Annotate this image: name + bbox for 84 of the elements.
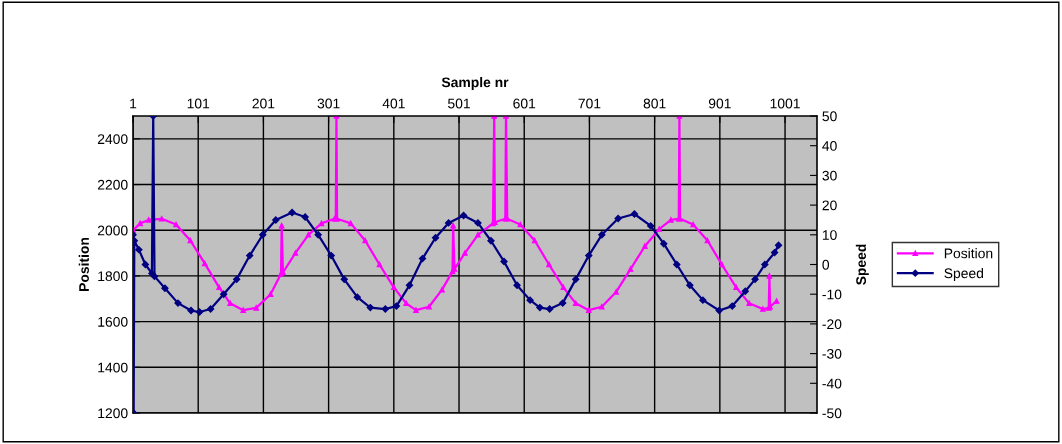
y-tick-label: 2400 bbox=[97, 134, 128, 145]
legend-label: Position bbox=[944, 248, 993, 259]
point bbox=[187, 306, 195, 315]
point bbox=[487, 237, 495, 245]
point bbox=[614, 214, 622, 223]
point bbox=[405, 281, 414, 289]
point bbox=[392, 302, 401, 310]
y2-tick-label: 30 bbox=[822, 170, 837, 181]
point bbox=[761, 260, 769, 269]
point bbox=[559, 299, 567, 307]
y2-tick-label: -40 bbox=[822, 378, 842, 389]
point bbox=[751, 275, 759, 283]
point bbox=[741, 287, 749, 295]
point bbox=[314, 231, 322, 239]
y2-tick-label: -30 bbox=[822, 348, 842, 359]
point bbox=[366, 303, 374, 312]
point bbox=[585, 251, 593, 260]
point bbox=[686, 281, 694, 289]
x-tick-label: 1 bbox=[130, 98, 137, 109]
x-tick-label: 901 bbox=[708, 98, 731, 109]
point bbox=[233, 275, 241, 283]
point bbox=[141, 260, 150, 269]
y2-tick-label: -20 bbox=[822, 319, 842, 330]
point bbox=[513, 281, 521, 289]
x-tick-label: 701 bbox=[578, 98, 601, 109]
y-tick-label: 1400 bbox=[98, 362, 128, 373]
x-tick-label: 101 bbox=[187, 98, 210, 109]
point bbox=[327, 251, 335, 260]
point bbox=[161, 284, 169, 292]
y-tick-label: 2200 bbox=[97, 179, 128, 190]
point bbox=[340, 275, 348, 283]
point bbox=[647, 222, 655, 230]
y2-tick-label: 40 bbox=[822, 141, 837, 151]
x-axis-title: Sample nr bbox=[441, 77, 509, 90]
x-tick-label: 801 bbox=[643, 98, 666, 109]
point bbox=[630, 210, 639, 218]
point bbox=[660, 240, 668, 248]
y-axis-title: Position bbox=[78, 237, 89, 291]
y2-tick-label: -50 bbox=[822, 408, 842, 419]
point bbox=[219, 290, 228, 298]
point bbox=[444, 219, 453, 227]
point bbox=[774, 241, 783, 249]
point bbox=[301, 213, 309, 221]
point bbox=[572, 275, 580, 283]
point bbox=[288, 208, 296, 217]
point bbox=[272, 216, 280, 224]
point bbox=[135, 246, 143, 254]
y2-tick-label: 20 bbox=[822, 200, 837, 211]
point bbox=[598, 231, 606, 239]
point bbox=[526, 296, 534, 304]
point bbox=[500, 257, 508, 266]
y-tick-label: 1600 bbox=[98, 316, 128, 327]
point bbox=[715, 306, 723, 315]
y2-tick-label: 10 bbox=[822, 230, 837, 240]
y-tick-label: 1200 bbox=[98, 408, 128, 419]
point bbox=[474, 219, 482, 227]
y-tick-label: 1800 bbox=[98, 271, 128, 282]
legend-label: Speed bbox=[944, 267, 983, 281]
y2-tick-label: 50 bbox=[822, 111, 837, 122]
point bbox=[259, 231, 267, 239]
point bbox=[770, 248, 779, 257]
point bbox=[381, 305, 389, 313]
point bbox=[673, 260, 681, 269]
point bbox=[459, 211, 468, 220]
x-tick-label: 601 bbox=[513, 98, 536, 109]
point bbox=[206, 305, 215, 313]
x-tick-label: 301 bbox=[317, 98, 340, 109]
x-tick-label: 401 bbox=[382, 98, 405, 109]
y2-tick-label: 0 bbox=[822, 259, 830, 270]
point bbox=[195, 308, 204, 316]
point bbox=[246, 251, 254, 260]
point bbox=[536, 303, 544, 312]
point bbox=[174, 299, 182, 307]
point bbox=[699, 296, 707, 304]
x-tick-label: 1001 bbox=[770, 98, 800, 109]
y2-tick-label: -10 bbox=[822, 289, 842, 300]
x-tick-label: 201 bbox=[252, 98, 275, 109]
point bbox=[728, 302, 736, 310]
x-tick-label: 501 bbox=[448, 98, 470, 109]
y-tick-label: 2000 bbox=[97, 225, 128, 236]
point bbox=[353, 293, 361, 301]
point bbox=[546, 305, 554, 313]
point bbox=[431, 234, 440, 242]
y2-axis-title: Speed bbox=[855, 244, 869, 285]
